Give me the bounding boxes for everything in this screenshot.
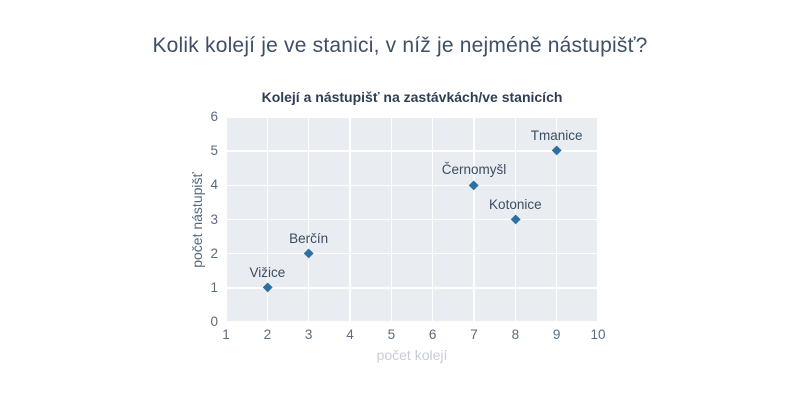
data-point-label: Vižice: [249, 264, 286, 280]
x-tick-label: 3: [304, 327, 313, 342]
gridline-horizontal: [226, 252, 598, 255]
gridline-horizontal: [226, 321, 598, 323]
data-point-label: Berčín: [289, 230, 329, 246]
y-tick-label: 0: [210, 314, 218, 329]
y-tick-label: 2: [210, 245, 218, 261]
x-tick-label: 9: [552, 327, 561, 342]
data-point-label: Tmanice: [530, 128, 583, 144]
data-point[interactable]: [303, 248, 314, 259]
gridline-horizontal: [226, 184, 598, 187]
x-tick-label: 2: [263, 327, 272, 342]
x-tick-label: 8: [511, 327, 520, 342]
data-point[interactable]: [262, 282, 273, 294]
y-tick-label: 1: [210, 279, 218, 295]
x-tick-label: 1: [222, 327, 230, 342]
data-point[interactable]: [510, 214, 521, 225]
gridline-horizontal: [226, 218, 598, 221]
y-tick-label: 4: [210, 177, 218, 193]
gridline-vertical: [597, 117, 599, 322]
x-tick-label: 4: [346, 327, 354, 342]
x-tick-label: 6: [428, 327, 437, 342]
gridline-horizontal: [226, 150, 598, 152]
y-tick-label: 5: [210, 143, 218, 159]
y-tick-label: 3: [210, 211, 218, 227]
x-tick-label: 10: [590, 327, 606, 342]
data-point[interactable]: [551, 145, 562, 157]
x-tick-label: 5: [387, 327, 396, 342]
x-axis-title: počet kolejí: [376, 347, 448, 363]
data-point-label: Černomyšl: [441, 162, 507, 178]
x-tick-label: 7: [470, 327, 478, 342]
gridline-horizontal: [226, 287, 598, 289]
page-title: Kolik kolejí je ve stanici, v níž je nej…: [152, 34, 648, 57]
y-tick-label: 6: [210, 109, 218, 124]
data-point[interactable]: [468, 180, 480, 191]
data-point-label: Kotonice: [489, 196, 542, 212]
gridline-horizontal: [226, 116, 598, 118]
plot-area: Vižice Berčín Černomyšl Kotonice Tmanice: [225, 116, 599, 323]
chart-title: Kolejí a nástupišť na zastávkách/ve stan…: [261, 89, 563, 105]
